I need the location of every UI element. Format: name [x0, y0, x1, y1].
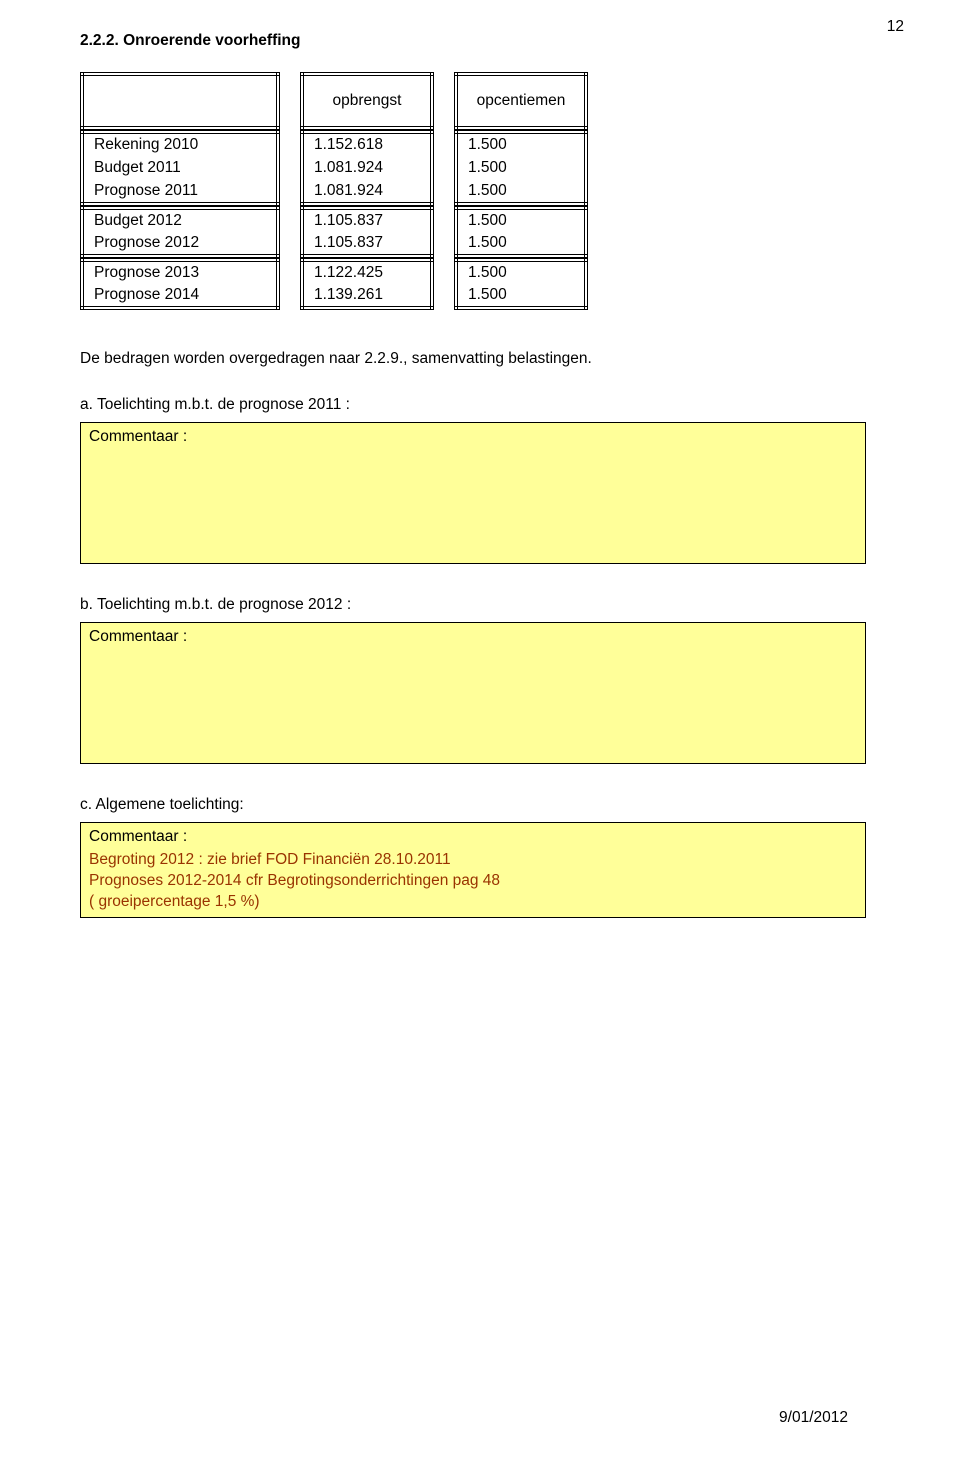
comment-box-c: Commentaar : Begroting 2012 : zie brief … [80, 822, 866, 918]
comment-body-line: Prognoses 2012-2014 cfr Begrotingsonderr… [89, 871, 857, 892]
row-label: Prognose 2011 [82, 180, 278, 204]
row-value-opcentiemen: 1.500 [456, 132, 586, 156]
comment-body-line: ( groeipercentage 1,5 %) [89, 892, 857, 913]
section-c-heading: c. Algemene toelichting: [80, 796, 864, 814]
comment-label: Commentaar : [89, 427, 857, 448]
page-number: 12 [887, 18, 904, 36]
table-row: Budget 2012 1.105.837 1.500 [82, 208, 586, 232]
note-text: De bedragen worden overgedragen naar 2.2… [80, 350, 864, 368]
row-value-opbrengst: 1.081.924 [302, 180, 432, 204]
row-value-opcentiemen: 1.500 [456, 180, 586, 204]
row-label: Budget 2011 [82, 156, 278, 180]
table-row: Prognose 2011 1.081.924 1.500 [82, 180, 586, 204]
comment-body-line: Begroting 2012 : zie brief FOD Financiën… [89, 850, 857, 871]
footer-date: 9/01/2012 [779, 1409, 848, 1427]
header-col-opcentiemen: opcentiemen [456, 74, 586, 128]
section-b-heading: b. Toelichting m.b.t. de prognose 2012 : [80, 596, 864, 614]
comment-label: Commentaar : [89, 627, 857, 648]
comment-box-a: Commentaar : [80, 422, 866, 564]
row-value-opbrengst: 1.105.837 [302, 208, 432, 232]
row-value-opbrengst: 1.105.837 [302, 232, 432, 256]
comment-label: Commentaar : [89, 827, 857, 848]
row-value-opbrengst: 1.152.618 [302, 132, 432, 156]
row-value-opcentiemen: 1.500 [456, 260, 586, 284]
table-row: Rekening 2010 1.152.618 1.500 [82, 132, 586, 156]
row-value-opcentiemen: 1.500 [456, 284, 586, 308]
row-label: Prognose 2013 [82, 260, 278, 284]
row-label: Prognose 2014 [82, 284, 278, 308]
row-label: Rekening 2010 [82, 132, 278, 156]
data-table: opbrengst opcentiemen Rekening 2010 1.15… [80, 72, 588, 310]
row-value-opbrengst: 1.122.425 [302, 260, 432, 284]
header-empty-cell [82, 74, 278, 128]
row-value-opbrengst: 1.139.261 [302, 284, 432, 308]
data-table-wrap: opbrengst opcentiemen Rekening 2010 1.15… [80, 72, 864, 310]
section-a-heading: a. Toelichting m.b.t. de prognose 2011 : [80, 396, 864, 414]
table-header-row: opbrengst opcentiemen [82, 74, 586, 128]
table-row: Prognose 2013 1.122.425 1.500 [82, 260, 586, 284]
document-page: 12 2.2.2. Onroerende voorheffing opbreng… [0, 0, 960, 1457]
table-row: Prognose 2012 1.105.837 1.500 [82, 232, 586, 256]
row-value-opcentiemen: 1.500 [456, 232, 586, 256]
comment-box-b: Commentaar : [80, 622, 866, 764]
table-row: Budget 2011 1.081.924 1.500 [82, 156, 586, 180]
row-label: Budget 2012 [82, 208, 278, 232]
header-col-opbrengst: opbrengst [302, 74, 432, 128]
row-value-opcentiemen: 1.500 [456, 156, 586, 180]
row-value-opcentiemen: 1.500 [456, 208, 586, 232]
table-row: Prognose 2014 1.139.261 1.500 [82, 284, 586, 308]
row-label: Prognose 2012 [82, 232, 278, 256]
section-title: 2.2.2. Onroerende voorheffing [80, 32, 864, 50]
row-value-opbrengst: 1.081.924 [302, 156, 432, 180]
